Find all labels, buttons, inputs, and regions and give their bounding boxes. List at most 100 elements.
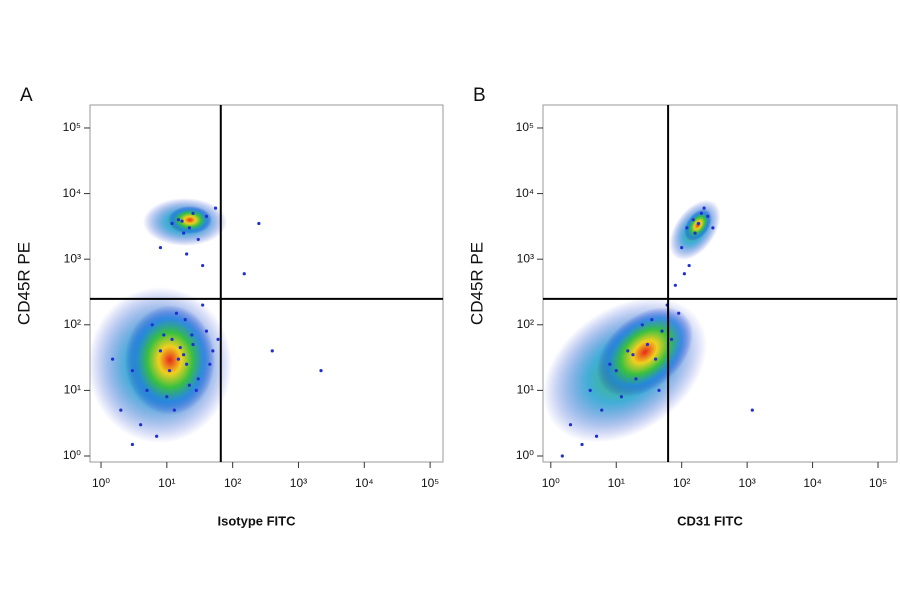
event-dot [696,221,700,226]
event-dot [650,317,654,322]
event-dot [691,218,695,222]
y-tick-label: 10⁴ [515,186,534,200]
event-dot [645,342,650,347]
y-tick-label: 10³ [517,251,534,265]
x-tick-label: 10⁰ [542,476,560,490]
event-dot [631,353,635,357]
event-dot [706,214,710,218]
event-dot [158,349,163,353]
panel-label: B [473,85,486,106]
event-dot [155,434,159,438]
event-dot [619,395,624,399]
event-dot [170,221,174,226]
x-axis-label: Isotype FITC [217,513,296,528]
event-dot [196,237,200,242]
event-dot [242,272,246,276]
y-axis-label: CD45R PE [14,242,33,325]
x-tick-label: 10² [673,476,690,490]
event-dot [185,252,189,256]
event-dot [176,218,181,222]
y-tick-label: 10² [64,317,81,331]
event-dot [257,221,261,226]
event-dot [673,283,677,287]
y-tick-label: 10⁰ [516,448,534,462]
event-dot [693,231,697,235]
event-dot [600,408,604,412]
y-tick-label: 10⁴ [62,186,81,200]
event-dot [680,246,684,250]
event-dot [182,231,186,235]
event-dot [685,226,689,230]
event-dot [216,337,220,341]
event-dot [139,423,143,427]
y-tick-label: 10⁵ [63,120,81,134]
event-dot [208,362,212,366]
event-dot [191,342,195,347]
event-dot [162,333,166,337]
x-tick-label: 10² [224,476,241,490]
event-dot [191,211,195,215]
event-dot [580,442,584,447]
event-dot [213,206,218,210]
x-tick-label: 10¹ [158,476,175,490]
x-tick-label: 10¹ [608,476,625,490]
event-dot [165,395,169,399]
event-dot [640,323,644,327]
event-dot [145,388,149,392]
event-dot [187,226,191,230]
plot-frame [89,104,444,463]
event-dot [699,211,703,215]
event-dot [568,423,573,427]
event-dot [158,246,163,250]
y-axis-label: CD45R PE [467,242,486,325]
event-dot [187,383,191,387]
event-dot [176,357,181,361]
event-dot [119,408,123,412]
event-dot [669,337,674,341]
x-tick-label: 10³ [738,476,755,490]
event-dot [183,317,187,322]
event-dot [130,369,135,373]
event-dot [270,349,274,353]
event-dot [172,408,176,412]
x-tick-label: 10⁴ [803,476,822,490]
event-dot [111,357,115,361]
event-dot [130,442,135,447]
event-dot [167,369,172,373]
event-dot [211,349,215,353]
event-dot [180,219,184,223]
event-dot [677,311,681,315]
x-tick-label: 10⁴ [355,476,374,490]
plot-frame [542,104,898,463]
y-tick-label: 10¹ [64,383,81,397]
event-dot [185,362,189,366]
x-tick-label: 10⁵ [869,476,887,490]
y-tick-label: 10² [517,317,534,331]
event-dot [150,323,154,327]
event-dot [687,263,691,268]
event-dot [174,311,179,315]
event-dot [634,377,638,381]
event-dot [560,454,564,458]
event-dot [178,345,182,350]
x-axis-label: CD31 FITC [677,513,743,528]
y-tick-label: 10⁰ [63,448,81,462]
event-dot [204,214,209,218]
x-tick-label: 10⁵ [421,476,439,490]
y-tick-label: 10¹ [517,383,534,397]
event-dot [657,388,661,392]
event-dot [170,337,174,341]
x-tick-label: 10³ [290,476,307,490]
y-tick-label: 10³ [64,251,81,265]
event-dot [660,329,664,333]
event-dot [654,357,658,361]
event-dot [190,333,194,337]
event-dot [588,388,592,392]
event-dot [608,362,612,366]
event-dot [711,226,715,230]
event-dot [201,263,205,268]
x-tick-label: 10⁰ [92,476,110,490]
event-dot [319,369,323,373]
y-tick-label: 10⁵ [516,120,534,134]
